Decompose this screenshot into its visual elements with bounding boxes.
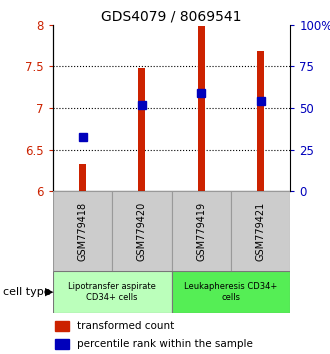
Text: ▶: ▶ — [45, 287, 53, 297]
Bar — [55, 321, 69, 331]
Bar — [198, 27, 205, 191]
Bar — [257, 51, 264, 191]
Text: GSM779419: GSM779419 — [196, 201, 206, 261]
Bar — [53, 271, 172, 313]
Bar — [55, 339, 69, 349]
Text: GSM779420: GSM779420 — [137, 201, 147, 261]
Text: cell type: cell type — [3, 287, 51, 297]
Bar — [172, 271, 290, 313]
Bar — [112, 191, 172, 271]
Bar — [79, 164, 86, 191]
Text: transformed count: transformed count — [77, 321, 174, 331]
Text: Lipotransfer aspirate
CD34+ cells: Lipotransfer aspirate CD34+ cells — [68, 282, 156, 302]
Text: Leukapheresis CD34+
cells: Leukapheresis CD34+ cells — [184, 282, 278, 302]
Text: GSM779418: GSM779418 — [78, 201, 87, 261]
Title: GDS4079 / 8069541: GDS4079 / 8069541 — [101, 10, 242, 24]
Bar — [53, 191, 112, 271]
Text: percentile rank within the sample: percentile rank within the sample — [77, 339, 252, 349]
Text: GSM779421: GSM779421 — [256, 201, 266, 261]
Bar — [231, 191, 290, 271]
Bar — [138, 68, 146, 191]
Bar — [172, 191, 231, 271]
